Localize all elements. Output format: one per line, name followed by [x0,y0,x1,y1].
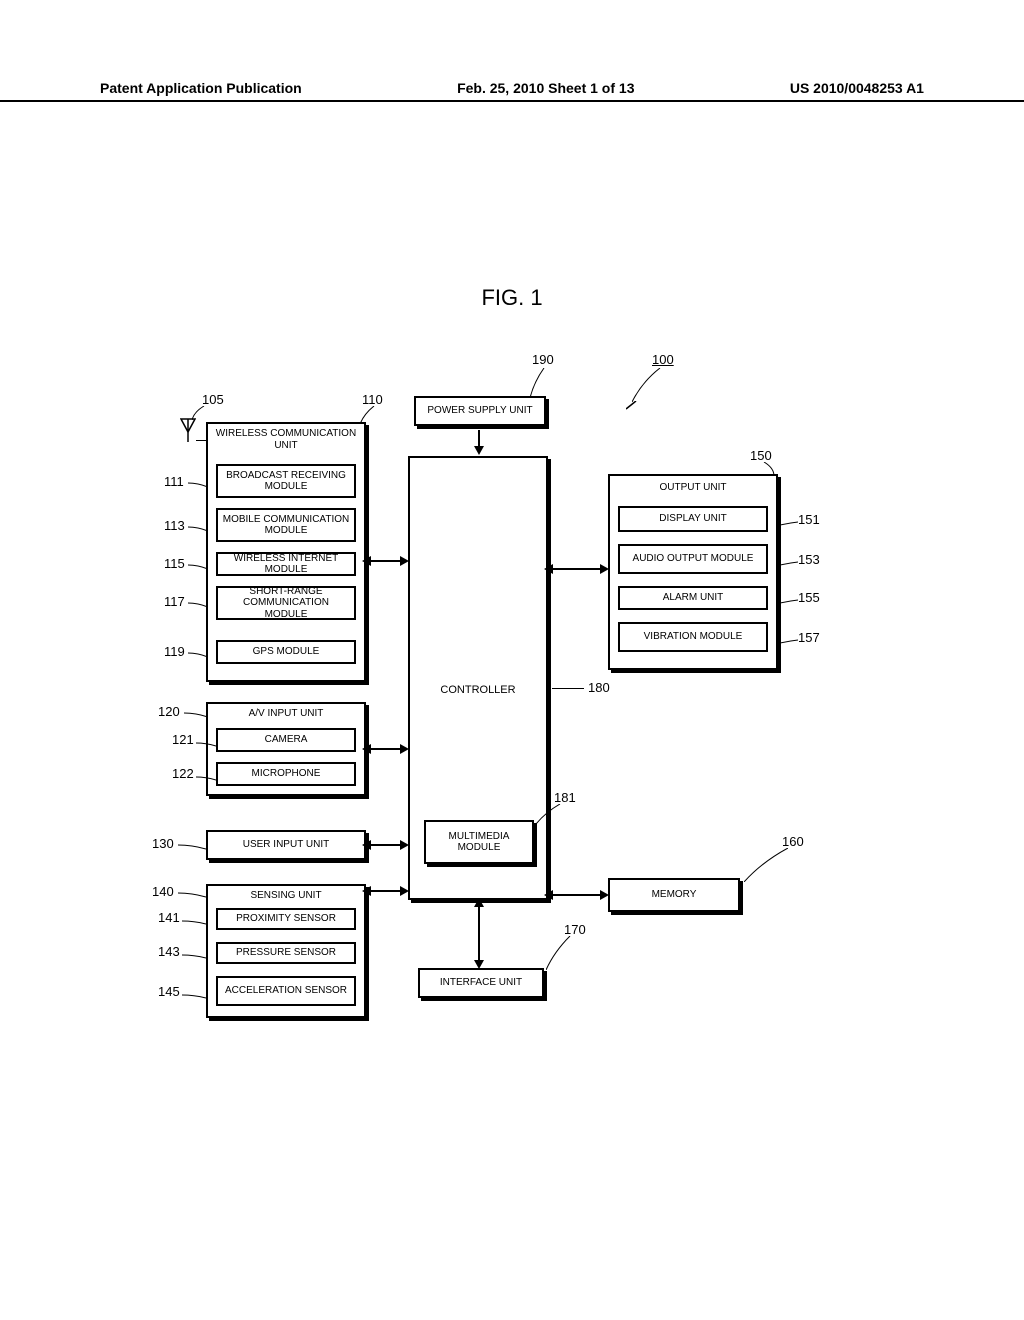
ref-130: 130 [152,836,174,851]
ref-153: 153 [798,552,820,567]
proximity-sensor: PROXIMITY SENSOR [216,908,356,930]
ref-141: 141 [158,910,180,925]
ref-157: 157 [798,630,820,645]
ref-181: 181 [554,790,576,805]
conn-userinput-controller [370,844,404,846]
conn-wireless-controller [370,560,404,562]
controller-label: CONTROLLER [440,684,515,697]
display-unit: DISPLAY UNIT [618,506,768,532]
mobile-comm-module: MOBILE COMMUNICATION MODULE [216,508,356,542]
leader-110 [360,406,378,429]
conn-sensing-controller [370,890,404,892]
ref-190: 190 [532,352,554,367]
header-center: Feb. 25, 2010 Sheet 1 of 13 [457,80,634,96]
broadcast-rx-module: BROADCAST RECEIVING MODULE [216,464,356,498]
pressure-sensor: PRESSURE SENSOR [216,942,356,964]
ref-151: 151 [798,512,820,527]
ref-113: 113 [164,518,185,533]
ref-143: 143 [158,944,180,959]
output-unit-title: OUTPUT UNIT [659,482,726,494]
ref-111: 111 [164,474,184,489]
ref-110: 110 [362,392,383,407]
ref-117: 117 [164,594,185,609]
acceleration-sensor: ACCELERATION SENSOR [216,976,356,1006]
conn-av-controller [370,748,404,750]
ref-121: 121 [172,732,194,747]
ref-145: 145 [158,984,180,999]
wireless-comm-title: WIRELESS COMMUNICATION UNIT [212,428,360,451]
ref-115: 115 [164,556,185,571]
figure-title: FIG. 1 [0,285,1024,311]
ref-140: 140 [152,884,174,899]
ref-122: 122 [172,766,194,781]
wireless-internet-module: WIRELESS INTERNET MODULE [216,552,356,576]
ref-120: 120 [158,704,180,719]
ref-155: 155 [798,590,820,605]
user-input-unit: USER INPUT UNIT [206,830,366,860]
camera-module: CAMERA [216,728,356,752]
conn-controller-output [552,568,604,570]
ref-160: 160 [782,834,804,849]
ref-119: 119 [164,644,185,659]
ref-105: 105 [202,392,224,407]
conn-controller-memory [552,894,604,896]
ref-170: 170 [564,922,586,937]
av-input-title: A/V INPUT UNIT [249,708,324,720]
vibration-module: VIBRATION MODULE [618,622,768,652]
page-header: Patent Application Publication Feb. 25, … [0,80,1024,102]
audio-output-module: AUDIO OUTPUT MODULE [618,544,768,574]
ref-100: 100 [652,352,674,367]
alarm-unit: ALARM UNIT [618,586,768,610]
power-supply-unit: POWER SUPPLY UNIT [414,396,546,426]
gps-module: GPS MODULE [216,640,356,664]
header-left: Patent Application Publication [100,80,302,96]
block-diagram: 105 WIRELESS COMMUNICATION UNIT 110 BROA… [100,350,924,1070]
multimedia-module: MULTIMEDIA MODULE [424,820,534,864]
conn-controller-interface [478,904,480,962]
short-range-module: SHORT-RANGE COMMUNICATION MODULE [216,586,356,620]
microphone-module: MICROPHONE [216,762,356,786]
ref-180: 180 [588,680,610,695]
sensing-unit-title: SENSING UNIT [250,890,321,902]
memory: MEMORY [608,878,740,912]
header-right: US 2010/0048253 A1 [790,80,924,96]
interface-unit: INTERFACE UNIT [418,968,544,998]
ref-150: 150 [750,448,772,463]
